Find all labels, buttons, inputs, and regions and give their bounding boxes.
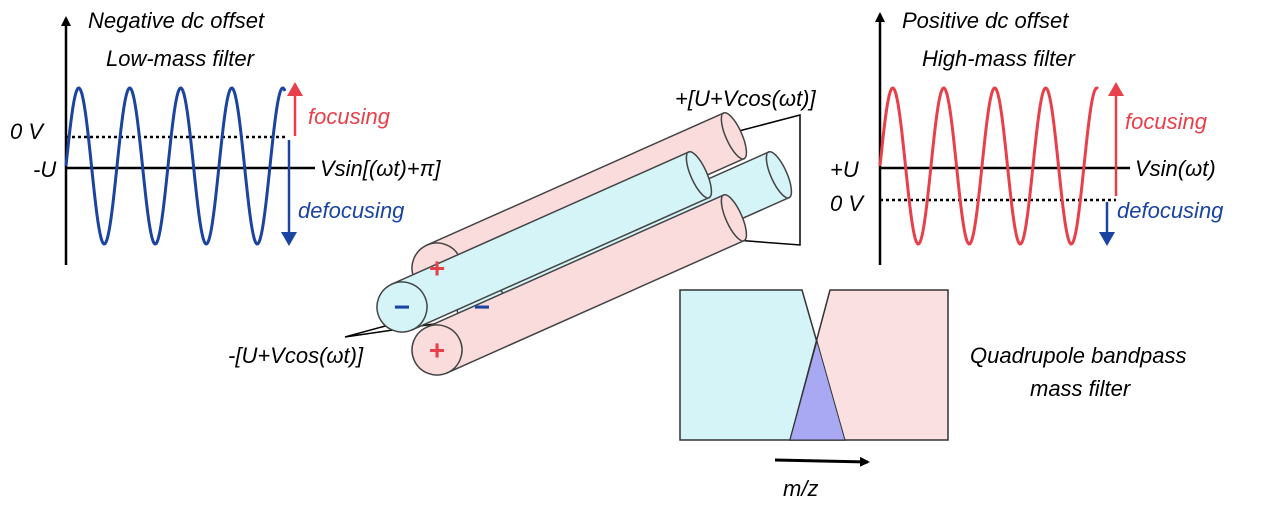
sine-wave (64, 86, 287, 246)
offset-label: +U (830, 157, 859, 182)
sine-wave (878, 86, 1100, 246)
zero-label: 0 V (10, 119, 45, 144)
pass-region (789, 339, 846, 441)
subtitle: Low-mass filter (106, 46, 256, 71)
defocusing-label: defocusing (1117, 198, 1224, 223)
right-plot: Positive dc offset High-mass filter 0 V … (830, 8, 1224, 265)
rod-face (376, 281, 428, 333)
rod-sign: − (394, 291, 410, 322)
wave-label: Vsin(ωt) (1135, 156, 1216, 181)
rod-face (411, 324, 463, 376)
positive-label: +[U+Vcos(ωt)] (675, 86, 817, 111)
negative-label: -[U+Vcos(ωt)] (228, 343, 364, 368)
rod-sign: − (474, 291, 490, 322)
focusing-label: focusing (1125, 109, 1208, 134)
mz-arrow (774, 456, 870, 467)
wave-label: Vsin[(ωt)+π] (320, 156, 441, 181)
offset-label: -U (33, 157, 56, 182)
wire (734, 114, 801, 246)
rod (411, 193, 748, 376)
rod-cover (767, 152, 789, 198)
subtitle: High-mass filter (922, 46, 1076, 71)
rod-sign: + (429, 252, 445, 283)
rod (376, 150, 713, 333)
title-line: Quadrupole bandpass (970, 343, 1187, 368)
axis-label: m/z (783, 476, 818, 501)
zero-label: 0 V (830, 191, 865, 216)
rod-sign: + (429, 334, 445, 365)
title: Negative dc offset (88, 8, 265, 33)
focusing-label: focusing (308, 104, 391, 129)
title: Positive dc offset (902, 8, 1069, 33)
rod-cover (722, 195, 744, 241)
rod-cover (687, 152, 709, 198)
rod-cover (722, 113, 744, 159)
title-line: mass filter (1030, 376, 1132, 401)
bandpass: m/z Quadrupole bandpass mass filter (679, 289, 1187, 501)
quadrupole-rods: +− −+ (344, 111, 801, 376)
left-plot: Negative dc offset Low-mass filter 0 V -… (10, 8, 441, 265)
defocusing-label: defocusing (298, 198, 405, 223)
